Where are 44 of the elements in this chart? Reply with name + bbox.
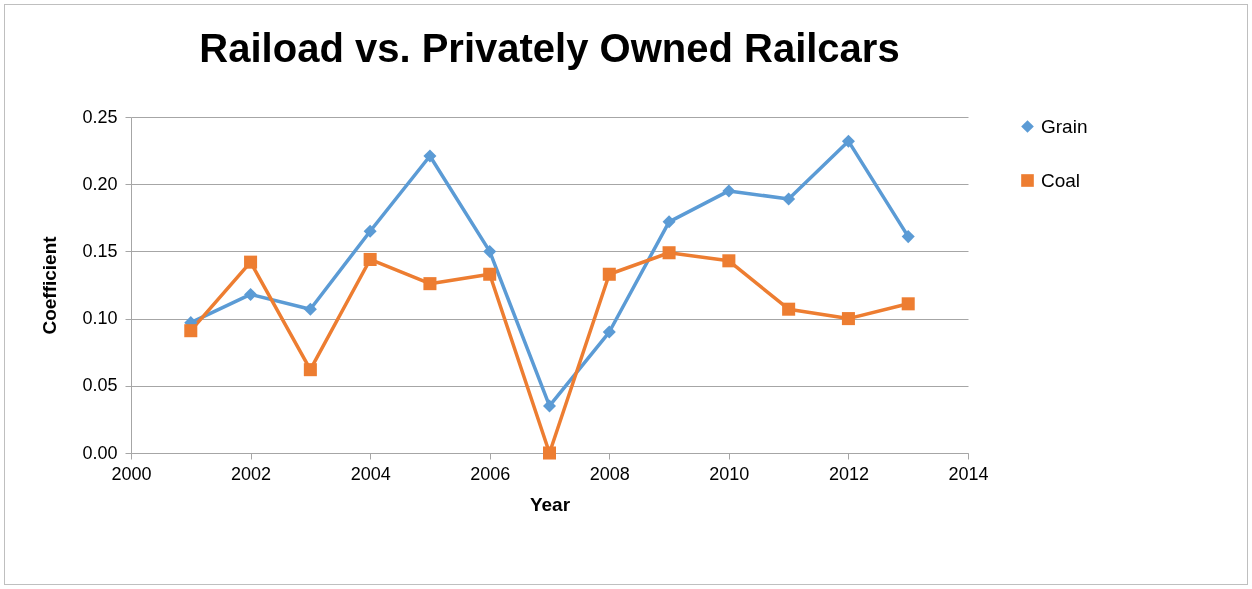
y-tick-label: 0.05 [82, 375, 118, 396]
point [303, 302, 317, 316]
point [244, 255, 258, 269]
point [602, 267, 616, 281]
point [901, 230, 915, 244]
x-tick-label: 2010 [709, 463, 750, 484]
point [184, 324, 198, 338]
point [542, 446, 557, 460]
point [303, 363, 317, 377]
y-tick-label: 0.15 [82, 240, 118, 261]
y-axis-title: Coefficient [39, 235, 61, 335]
legend-label: Coal [1041, 169, 1081, 191]
y-tick-label: 0.00 [82, 442, 118, 463]
x-tick-label: 2000 [111, 463, 152, 484]
legend-label: Grain [1041, 115, 1088, 137]
point [782, 302, 796, 316]
point [722, 254, 736, 268]
x-tick-label: 2002 [231, 463, 272, 484]
point [662, 246, 676, 260]
x-axis-title: Year [529, 493, 571, 515]
point [662, 215, 676, 229]
point [483, 244, 497, 258]
point [542, 399, 557, 413]
point [423, 149, 437, 163]
point [722, 184, 736, 198]
point [841, 134, 855, 148]
point [363, 252, 377, 266]
y-tick-label: 0.10 [82, 308, 118, 329]
point [901, 297, 915, 311]
point [363, 224, 377, 238]
point [782, 192, 796, 206]
point [244, 287, 258, 301]
x-tick-label: 2006 [470, 463, 511, 484]
point [483, 267, 497, 281]
point [841, 312, 855, 326]
chart-title: Raiload vs. Privately Owned Railcars [199, 26, 900, 70]
point [602, 325, 616, 339]
x-tick-label: 2014 [948, 463, 989, 484]
y-tick-label: 0.20 [82, 173, 118, 194]
x-tick-label: 2004 [350, 463, 391, 484]
x-tick-label: 2012 [828, 463, 869, 484]
y-tick-label: 0.25 [82, 106, 118, 127]
point [423, 277, 437, 291]
x-tick-label: 2008 [589, 463, 630, 484]
